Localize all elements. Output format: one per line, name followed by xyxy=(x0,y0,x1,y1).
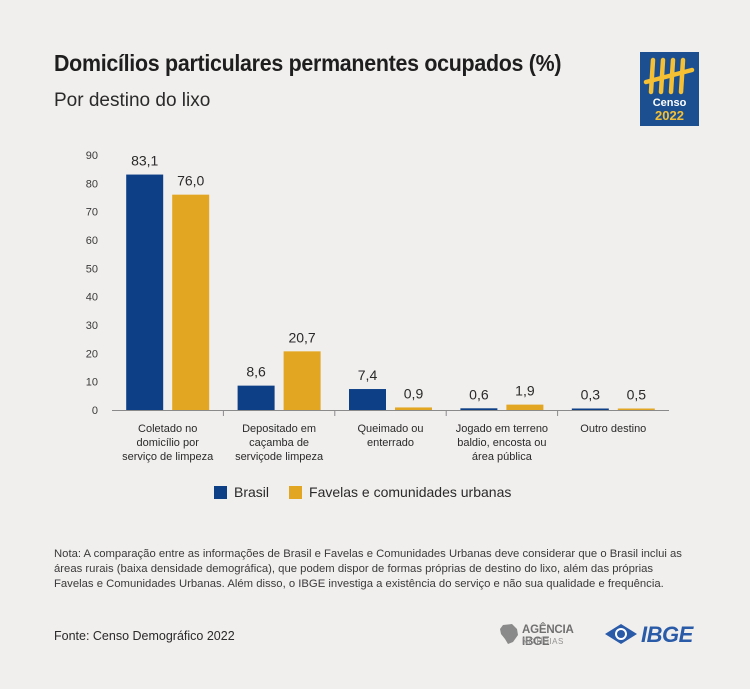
bar-favelas xyxy=(617,408,655,410)
x-category-label: serviçode limpeza xyxy=(235,451,324,463)
x-category-label: Coletado no xyxy=(138,423,197,435)
legend-item-favelas: Favelas e comunidades urbanas xyxy=(289,484,511,500)
x-category-label: caçamba de xyxy=(249,437,309,449)
agencia-sub: NOTÍCIAS xyxy=(522,637,564,646)
data-label: 83,1 xyxy=(131,153,158,169)
y-tick-label: 80 xyxy=(86,178,98,190)
x-category-label: área pública xyxy=(472,451,533,463)
bar-favelas xyxy=(283,351,321,410)
legend-swatch-brasil xyxy=(214,485,227,499)
data-label: 76,0 xyxy=(177,173,204,189)
y-tick-label: 0 xyxy=(92,405,98,417)
bar-chart: 0 10 20 30 40 50 60 70 80 90 83,1 76,0 Coletado no do… xyxy=(86,150,669,463)
data-label: 0,9 xyxy=(404,385,424,401)
y-tick-label: 70 xyxy=(86,207,98,219)
data-label: 0,3 xyxy=(581,387,601,403)
agencia-ibge-logo: AGÊNCIA IBGE NOTÍCIAS xyxy=(498,622,596,648)
x-category-label: Depositado em xyxy=(242,423,316,435)
x-category-label: baldio, encosta ou xyxy=(457,437,546,449)
bar-brasil xyxy=(126,174,164,410)
x-category-label: Jogado em terreno xyxy=(456,423,548,435)
bar-brasil xyxy=(571,408,609,410)
chart-subtitle: Por destino do lixo xyxy=(54,90,211,111)
source-text: Fonte: Censo Demográfico 2022 xyxy=(54,629,235,643)
ibge-flag-icon xyxy=(605,624,637,644)
x-category-label: Outro destino xyxy=(580,423,646,435)
logo-line2: 2022 xyxy=(655,108,684,123)
bar-brasil xyxy=(460,408,498,410)
bar-favelas xyxy=(172,194,210,410)
legend-label-brasil: Brasil xyxy=(234,484,270,500)
logo-line1: Censo xyxy=(652,97,687,109)
data-label: 7,4 xyxy=(358,367,378,383)
data-label: 20,7 xyxy=(288,329,315,345)
x-category-label: serviço de limpeza xyxy=(122,451,214,463)
x-category-label: domicílio por xyxy=(137,437,200,449)
bar-favelas xyxy=(395,407,432,410)
agencia-name: AGÊNCIA IBGE xyxy=(522,624,574,648)
y-tick-label: 50 xyxy=(86,263,98,275)
data-label: 0,6 xyxy=(469,386,489,402)
legend-swatch-favelas xyxy=(289,485,303,499)
footnote: Nota: A comparação entre as informações … xyxy=(54,548,682,590)
ibge-wordmark: IBGE xyxy=(641,622,693,647)
legend-label-favelas: Favelas e comunidades urbanas xyxy=(309,484,512,500)
data-label: 1,9 xyxy=(515,383,535,399)
y-tick-label: 30 xyxy=(86,320,98,332)
bar-brasil xyxy=(237,385,275,410)
censo-2022-logo: Censo 2022 xyxy=(640,52,699,126)
chart-title: Domicílios particulares permanentes ocup… xyxy=(54,50,562,76)
y-tick-label: 90 xyxy=(86,150,98,162)
legend: Brasil Favelas e comunidades urbanas xyxy=(214,484,531,500)
x-category-label: enterrado xyxy=(367,437,414,449)
y-tick-label: 40 xyxy=(86,292,98,304)
tally-marks-icon xyxy=(643,57,695,95)
brazil-map-icon xyxy=(500,624,518,644)
x-category-label: Queimado ou xyxy=(357,423,423,435)
y-tick-label: 20 xyxy=(86,348,98,360)
ibge-logo: IBGE xyxy=(603,621,703,649)
data-label: 0,5 xyxy=(627,387,647,403)
y-tick-label: 10 xyxy=(86,377,98,389)
data-label: 8,6 xyxy=(246,364,266,380)
y-tick-label: 60 xyxy=(86,235,98,247)
legend-item-brasil: Brasil xyxy=(214,484,269,500)
bar-brasil xyxy=(349,389,386,410)
bar-favelas xyxy=(506,404,544,410)
